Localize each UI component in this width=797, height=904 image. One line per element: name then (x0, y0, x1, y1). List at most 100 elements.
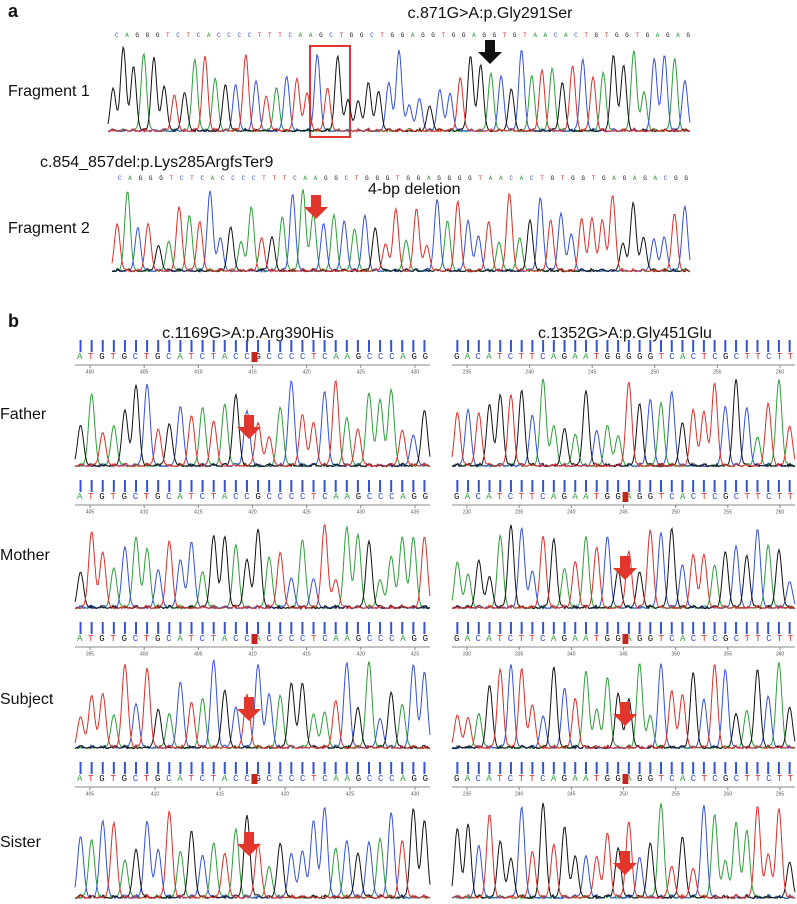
note: 4-bp deletion (368, 181, 461, 198)
position-label: 425 (411, 651, 420, 657)
position-label: 410 (140, 509, 149, 515)
position-label: 410 (248, 651, 257, 657)
trace (107, 50, 691, 133)
position-label: 430 (411, 369, 420, 375)
trace (107, 45, 691, 133)
arrow (613, 556, 637, 580)
position-label: 255 (713, 369, 722, 375)
arrow (237, 697, 261, 721)
position-label: 255 (671, 791, 680, 797)
position-label: 250 (619, 791, 628, 797)
trace (74, 807, 431, 900)
position-label: 420 (302, 369, 311, 375)
trace (74, 658, 431, 750)
position-label: 260 (724, 791, 733, 797)
position-label: 435 (411, 509, 420, 515)
column-title: c.1352G>A:p.Gly451Glu (538, 325, 712, 342)
position-label: 260 (776, 509, 785, 515)
trace (451, 666, 796, 750)
annotation: c.871G>A:p.Gly291Ser (408, 5, 574, 22)
trace (451, 528, 796, 611)
trace (74, 524, 431, 611)
position-label: 415 (194, 509, 203, 515)
position-label: 340 (567, 651, 576, 657)
position-label: 260 (776, 369, 785, 375)
annotation: c.854_857del:p.Lys285ArgfsTer9 (40, 154, 273, 171)
trace (74, 528, 431, 610)
position-label: 420 (248, 509, 257, 515)
variant-marker (251, 352, 258, 362)
position-label: 245 (567, 791, 576, 797)
variant-marker (622, 774, 629, 784)
row-label: Mother (0, 547, 50, 564)
arrow (478, 40, 502, 64)
position-label: 265 (776, 791, 785, 797)
position-label: 235 (515, 509, 524, 515)
row-label: Father (0, 406, 47, 423)
arrow (237, 832, 261, 856)
arrow (304, 195, 328, 219)
position-label: 360 (776, 651, 785, 657)
position-label: 250 (651, 369, 660, 375)
fragment-label: Fragment 2 (8, 220, 90, 237)
position-label: 395 (86, 651, 95, 657)
arrow (613, 851, 637, 875)
position-label: 425 (346, 791, 355, 797)
position-label: 235 (463, 369, 472, 375)
position-label: 415 (216, 791, 225, 797)
position-label: 405 (194, 651, 203, 657)
position-label: 430 (411, 791, 420, 797)
trace (451, 806, 796, 900)
position-label: 405 (140, 369, 149, 375)
position-label: 240 (515, 791, 524, 797)
position-label: 405 (86, 509, 95, 515)
trace (111, 192, 691, 273)
position-label: 245 (619, 509, 628, 515)
trace (451, 378, 796, 468)
highlight-box (309, 45, 351, 138)
trace (107, 54, 691, 133)
position-label: 345 (619, 651, 628, 657)
position-label: 410 (194, 369, 203, 375)
position-label: 420 (357, 651, 366, 657)
position-label: 230 (463, 509, 472, 515)
trace (74, 810, 431, 900)
position-label: 425 (357, 369, 366, 375)
trace (74, 379, 431, 468)
row-label: Subject (0, 691, 54, 708)
position-label: 420 (281, 791, 290, 797)
position-label: 240 (525, 369, 534, 375)
trace (451, 663, 796, 751)
variant-marker (251, 774, 258, 784)
trace (451, 381, 796, 468)
position-label: 425 (302, 509, 311, 515)
position-label: 330 (463, 651, 472, 657)
trace (74, 664, 430, 750)
column-title: c.1169G>A:p.Arg390His (162, 325, 334, 342)
fragment-label: Fragment 1 (8, 83, 90, 100)
position-label: 240 (567, 509, 576, 515)
trace (111, 200, 691, 273)
position-label: 415 (248, 369, 257, 375)
position-label: 250 (671, 509, 680, 515)
panel-label: b (8, 311, 19, 331)
row-label: Sister (0, 834, 42, 851)
trace (74, 384, 431, 468)
variant-marker (622, 492, 629, 502)
position-label: 400 (86, 369, 95, 375)
position-label: 415 (302, 651, 311, 657)
trace (74, 523, 431, 610)
variant-marker (251, 634, 258, 644)
variant-marker (622, 634, 629, 644)
panel-label: a (8, 1, 19, 21)
position-label: 355 (724, 651, 733, 657)
